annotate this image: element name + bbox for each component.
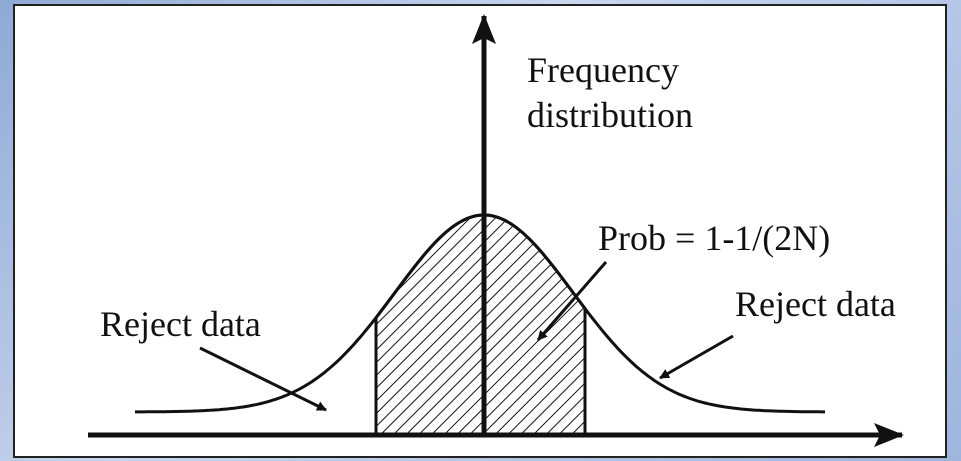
left-label: Reject data <box>100 304 261 344</box>
bell-curve <box>135 213 825 414</box>
axis-label: Frequency <box>527 50 679 90</box>
axis-label: distribution <box>527 95 693 135</box>
right-label: Reject data <box>735 284 896 324</box>
arrow <box>199 346 327 412</box>
arrow <box>536 261 608 341</box>
arrow <box>659 334 734 380</box>
center-label: Prob = 1-1/(2N) <box>598 218 830 258</box>
